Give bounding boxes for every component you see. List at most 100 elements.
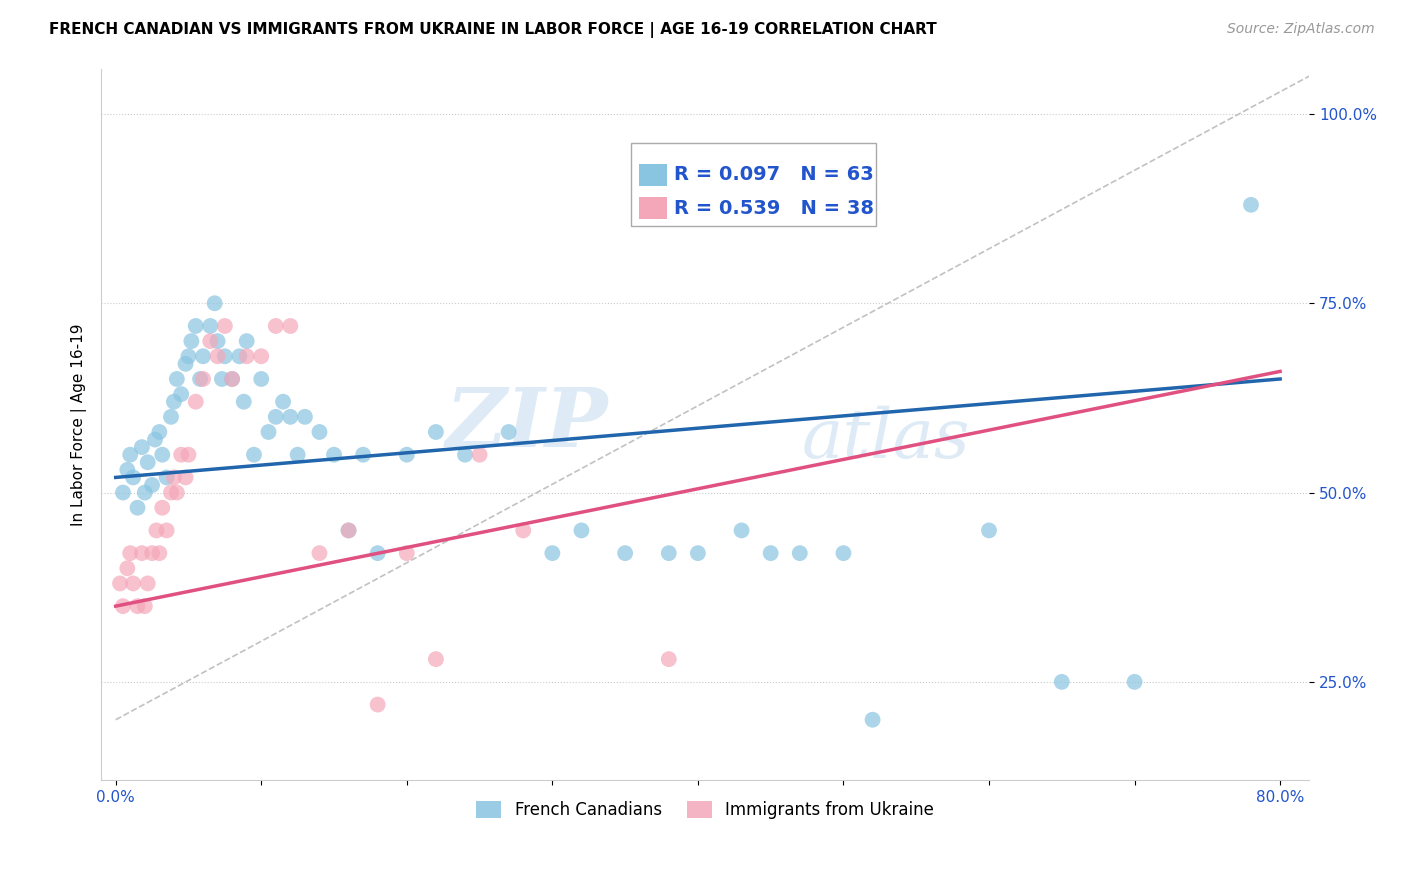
Point — [243, 448, 266, 462]
Point — [498, 425, 520, 439]
Point — [180, 334, 202, 348]
Point — [131, 440, 153, 454]
Text: ZIP: ZIP — [446, 384, 609, 465]
Point — [221, 372, 243, 386]
Point — [163, 394, 186, 409]
Point — [174, 357, 197, 371]
Point — [108, 576, 131, 591]
Point — [294, 409, 316, 424]
Point — [1050, 674, 1073, 689]
Point — [160, 485, 183, 500]
Point — [148, 425, 170, 439]
Point — [177, 448, 200, 462]
Point — [122, 470, 145, 484]
Point — [170, 387, 193, 401]
Point — [367, 698, 389, 712]
Text: R = 0.539   N = 38: R = 0.539 N = 38 — [675, 199, 875, 218]
Point — [148, 546, 170, 560]
Point — [134, 599, 156, 614]
Y-axis label: In Labor Force | Age 16-19: In Labor Force | Age 16-19 — [72, 323, 87, 525]
Point — [1123, 674, 1146, 689]
Point — [614, 546, 637, 560]
Point — [136, 576, 159, 591]
Point — [211, 372, 233, 386]
Point — [166, 485, 188, 500]
Point — [832, 546, 855, 560]
Point — [250, 349, 273, 363]
Point — [120, 546, 142, 560]
Point — [367, 546, 389, 560]
Point — [122, 576, 145, 591]
Point — [141, 546, 163, 560]
Point — [160, 409, 183, 424]
Point — [658, 546, 681, 560]
Point — [759, 546, 782, 560]
Point — [468, 448, 491, 462]
Point — [120, 448, 142, 462]
Point — [145, 524, 167, 538]
Point — [235, 334, 257, 348]
Point — [204, 296, 226, 310]
Legend: French Canadians, Immigrants from Ukraine: French Canadians, Immigrants from Ukrain… — [470, 794, 941, 825]
Point — [280, 318, 302, 333]
Point — [170, 448, 193, 462]
Point — [141, 478, 163, 492]
Point — [287, 448, 309, 462]
Point — [658, 652, 681, 666]
Point — [395, 546, 418, 560]
Point — [200, 334, 222, 348]
Point — [257, 425, 280, 439]
Point — [228, 349, 250, 363]
Point — [512, 524, 534, 538]
Point — [207, 334, 229, 348]
Point — [131, 546, 153, 560]
Point — [214, 318, 236, 333]
Point — [280, 409, 302, 424]
Point — [395, 448, 418, 462]
Text: FRENCH CANADIAN VS IMMIGRANTS FROM UKRAINE IN LABOR FORCE | AGE 16-19 CORRELATIO: FRENCH CANADIAN VS IMMIGRANTS FROM UKRAI… — [49, 22, 936, 38]
Point — [156, 470, 179, 484]
Point — [264, 409, 287, 424]
Point — [1240, 198, 1263, 212]
Point — [188, 372, 211, 386]
Point — [174, 470, 197, 484]
Point — [337, 524, 360, 538]
Point — [117, 463, 139, 477]
Point — [191, 372, 214, 386]
Point — [686, 546, 709, 560]
Text: R = 0.097   N = 63: R = 0.097 N = 63 — [675, 165, 875, 185]
Point — [264, 318, 287, 333]
Point — [200, 318, 222, 333]
Point — [977, 524, 1000, 538]
Point — [337, 524, 360, 538]
Point — [207, 349, 229, 363]
Text: Source: ZipAtlas.com: Source: ZipAtlas.com — [1227, 22, 1375, 37]
Point — [323, 448, 346, 462]
Point — [352, 448, 374, 462]
Point — [156, 524, 179, 538]
Point — [111, 485, 134, 500]
Point — [184, 318, 207, 333]
Point — [250, 372, 273, 386]
Point — [730, 524, 752, 538]
Point — [221, 372, 243, 386]
Point — [454, 448, 477, 462]
Point — [143, 433, 166, 447]
Point — [117, 561, 139, 575]
Point — [425, 652, 447, 666]
Point — [232, 394, 254, 409]
Point — [308, 546, 330, 560]
Point — [191, 349, 214, 363]
Point — [150, 500, 173, 515]
Point — [166, 372, 188, 386]
Point — [571, 524, 593, 538]
Point — [308, 425, 330, 439]
Point — [163, 470, 186, 484]
Point — [541, 546, 564, 560]
Point — [150, 448, 173, 462]
Point — [136, 455, 159, 469]
Point — [134, 485, 156, 500]
Text: atlas: atlas — [801, 405, 970, 472]
Point — [127, 500, 149, 515]
Point — [177, 349, 200, 363]
